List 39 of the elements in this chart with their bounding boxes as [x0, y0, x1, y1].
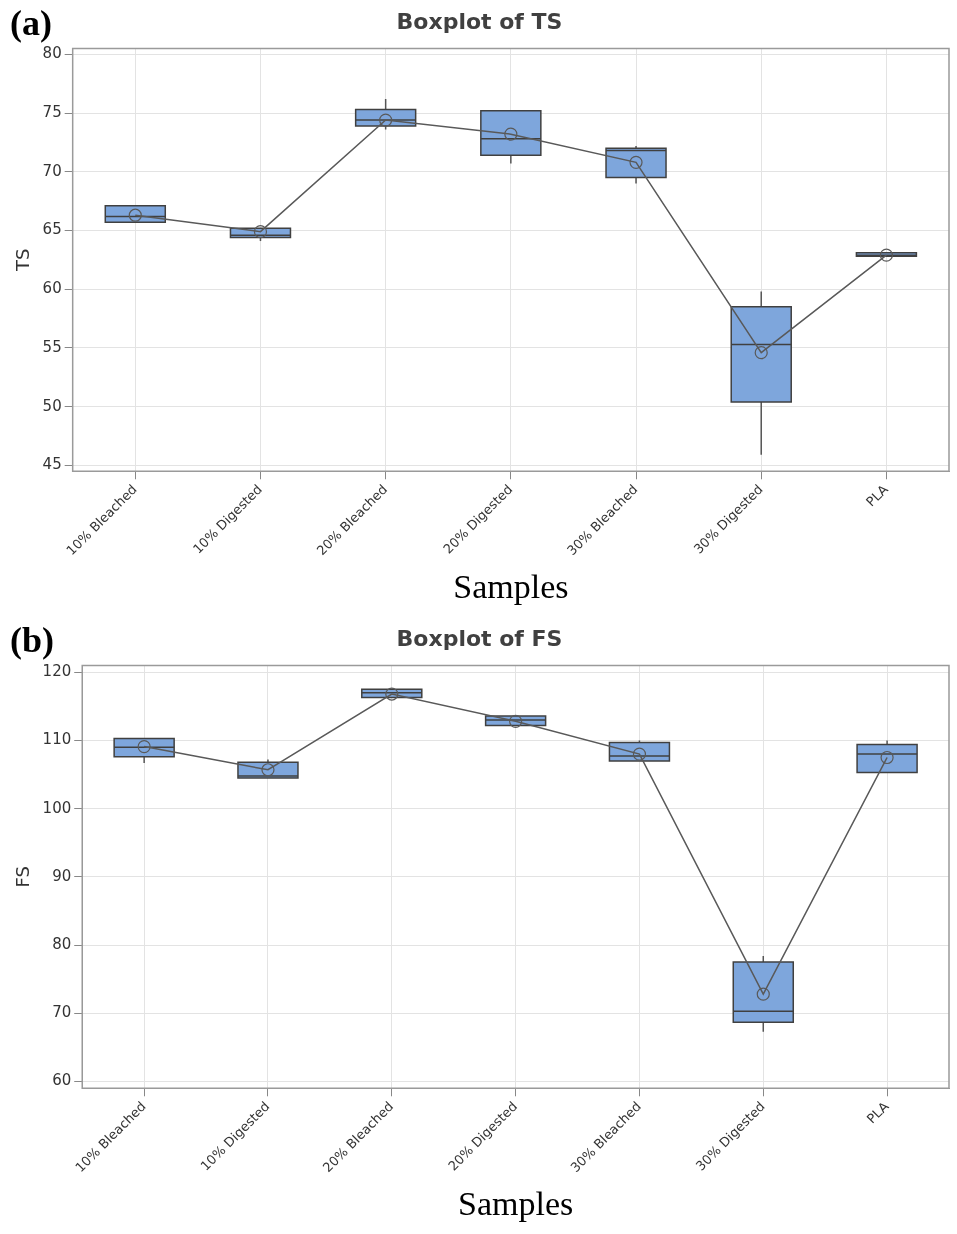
y-tick-label: 50 — [42, 396, 62, 415]
point — [754, 346, 768, 360]
y-tick-label: 60 — [52, 1071, 72, 1090]
chart-title: Boxplot of TS — [396, 8, 563, 34]
point — [137, 739, 151, 754]
point — [880, 750, 894, 765]
point — [879, 248, 894, 262]
point — [261, 763, 275, 777]
text: (a) — [10, 3, 52, 44]
x-axis-title: Samples — [453, 567, 569, 605]
point — [509, 714, 523, 728]
point — [253, 225, 268, 239]
y-tick-label: 70 — [42, 161, 62, 180]
y-tick-label: 45 — [42, 455, 62, 474]
point — [629, 155, 643, 169]
y-tick-label: 65 — [42, 220, 62, 239]
y-tick-label: 55 — [42, 337, 62, 356]
point — [385, 687, 399, 701]
point — [756, 987, 770, 1001]
y-axis-title: TS — [12, 248, 34, 273]
y-tick-label: 80 — [52, 934, 72, 953]
y-tick-label: 120 — [42, 662, 72, 681]
chart-title: Boxplot of FS — [396, 625, 563, 651]
point — [379, 113, 393, 127]
x-tick-label: PLA — [863, 481, 891, 510]
y-tick-label: 75 — [42, 102, 62, 121]
y-tick-label: 100 — [42, 798, 72, 817]
y-tick-label: 80 — [42, 44, 62, 63]
point — [128, 208, 142, 222]
point — [504, 127, 518, 141]
text: (b) — [10, 620, 54, 661]
y-tick-label: 60 — [42, 279, 62, 298]
y-axis-title: FS — [12, 866, 34, 888]
y-tick-label: 70 — [52, 1003, 72, 1022]
y-tick-label: 90 — [52, 866, 72, 885]
x-axis-title: Samples — [458, 1184, 574, 1222]
point — [632, 747, 647, 761]
x-tick-label: PLA — [863, 1098, 892, 1127]
y-tick-label: 110 — [42, 730, 72, 749]
